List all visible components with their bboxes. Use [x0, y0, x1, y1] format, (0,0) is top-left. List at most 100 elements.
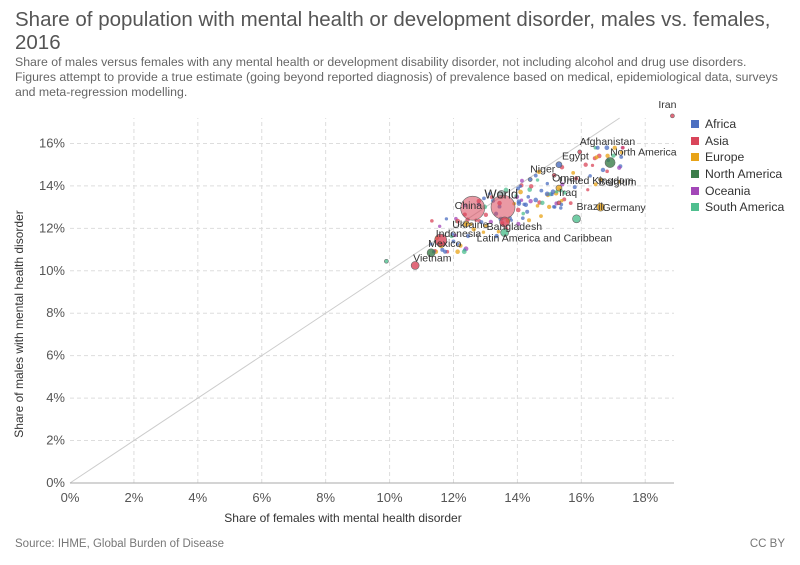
country-point[interactable] — [489, 195, 494, 200]
country-point[interactable] — [488, 219, 494, 225]
country-point[interactable] — [437, 224, 442, 228]
legend-item-south-america[interactable]: South America — [691, 199, 796, 216]
country-point[interactable] — [449, 234, 454, 239]
point-china[interactable] — [460, 195, 485, 221]
country-point[interactable] — [444, 217, 449, 221]
point-united-kingdom[interactable] — [555, 184, 563, 192]
country-point[interactable] — [611, 153, 616, 158]
country-point[interactable] — [521, 211, 526, 216]
country-point[interactable] — [572, 185, 577, 190]
country-point[interactable] — [619, 150, 624, 155]
country-point[interactable] — [552, 204, 556, 209]
point-belgium[interactable] — [598, 177, 603, 182]
point-brazil[interactable] — [572, 214, 581, 224]
country-point[interactable] — [461, 249, 467, 255]
legend-item-oceania[interactable]: Oceania — [691, 182, 796, 199]
country-point[interactable] — [568, 201, 573, 206]
country-point[interactable] — [528, 184, 534, 189]
point-afghanistan[interactable] — [577, 149, 583, 155]
country-point[interactable] — [539, 214, 543, 219]
point-egypt[interactable] — [555, 161, 563, 168]
country-point[interactable] — [503, 187, 509, 193]
country-point[interactable] — [515, 207, 521, 213]
country-point[interactable] — [560, 182, 565, 187]
country-point[interactable] — [574, 176, 579, 181]
country-point[interactable] — [520, 216, 525, 221]
country-point[interactable] — [550, 189, 556, 194]
country-point[interactable] — [516, 199, 522, 204]
country-point[interactable] — [536, 169, 542, 175]
country-point[interactable] — [487, 192, 492, 196]
country-point[interactable] — [429, 242, 433, 246]
country-point[interactable] — [533, 173, 538, 178]
country-point[interactable] — [455, 218, 461, 224]
country-point[interactable] — [583, 162, 588, 167]
country-point[interactable] — [586, 188, 590, 192]
country-point[interactable] — [588, 174, 592, 178]
country-point[interactable] — [453, 233, 457, 238]
country-point[interactable] — [621, 145, 625, 150]
country-point[interactable] — [518, 189, 523, 195]
country-point[interactable] — [514, 194, 518, 198]
country-point[interactable] — [605, 169, 609, 174]
country-point[interactable] — [481, 230, 486, 234]
point-bangladesh[interactable] — [499, 216, 510, 228]
country-point[interactable] — [612, 145, 617, 150]
country-point[interactable] — [483, 212, 489, 217]
country-point[interactable] — [545, 181, 549, 186]
country-point[interactable] — [516, 186, 521, 191]
country-point[interactable] — [535, 178, 540, 182]
point-mexico[interactable] — [426, 248, 436, 258]
point-north-america[interactable] — [604, 157, 616, 168]
country-point[interactable] — [590, 163, 595, 167]
country-point[interactable] — [471, 227, 476, 232]
legend-item-north-america[interactable]: North America — [691, 166, 796, 183]
point-niger[interactable] — [527, 177, 533, 182]
country-point[interactable] — [617, 179, 622, 184]
country-point[interactable] — [525, 209, 530, 214]
license-link[interactable]: CC BY — [749, 538, 785, 550]
country-point[interactable] — [443, 249, 448, 254]
country-point[interactable] — [455, 249, 460, 254]
country-point[interactable] — [600, 167, 606, 173]
point-unlabeled[interactable] — [384, 258, 389, 264]
point-indonesia[interactable] — [434, 233, 448, 247]
country-point[interactable] — [522, 202, 526, 207]
country-point[interactable] — [465, 233, 471, 239]
country-point[interactable] — [516, 221, 521, 227]
country-point[interactable] — [559, 206, 563, 210]
legend-item-africa[interactable]: Africa — [691, 116, 796, 133]
country-point[interactable] — [617, 165, 622, 170]
country-point[interactable] — [535, 204, 540, 208]
point-latin-america-and-caribbean[interactable] — [500, 228, 509, 237]
country-point[interactable] — [594, 155, 599, 160]
country-point[interactable] — [571, 171, 576, 175]
legend-item-europe[interactable]: Europe — [691, 149, 796, 166]
country-point[interactable] — [595, 145, 600, 150]
point-vietnam[interactable] — [410, 261, 420, 270]
point-iran[interactable] — [670, 113, 675, 119]
country-point[interactable] — [533, 197, 539, 203]
legend-item-asia[interactable]: Asia — [691, 133, 796, 150]
point-oman[interactable] — [551, 172, 557, 178]
country-point[interactable] — [539, 188, 544, 193]
country-point[interactable] — [430, 219, 434, 223]
country-point[interactable] — [605, 153, 610, 159]
country-point[interactable] — [520, 178, 524, 183]
country-point[interactable] — [484, 223, 488, 228]
country-point[interactable] — [458, 243, 463, 248]
country-point[interactable] — [518, 184, 522, 188]
country-point[interactable] — [528, 199, 533, 204]
country-point[interactable] — [540, 200, 545, 206]
country-point[interactable] — [469, 222, 473, 226]
country-point[interactable] — [562, 190, 567, 195]
country-point[interactable] — [526, 195, 531, 199]
point-ukraine[interactable] — [462, 220, 470, 228]
country-point[interactable] — [494, 233, 499, 239]
country-point[interactable] — [496, 229, 501, 234]
point-germany[interactable] — [596, 202, 605, 212]
point-iraq[interactable] — [556, 200, 562, 206]
country-point[interactable] — [619, 155, 624, 159]
country-point[interactable] — [593, 182, 598, 187]
country-point[interactable] — [451, 239, 456, 244]
